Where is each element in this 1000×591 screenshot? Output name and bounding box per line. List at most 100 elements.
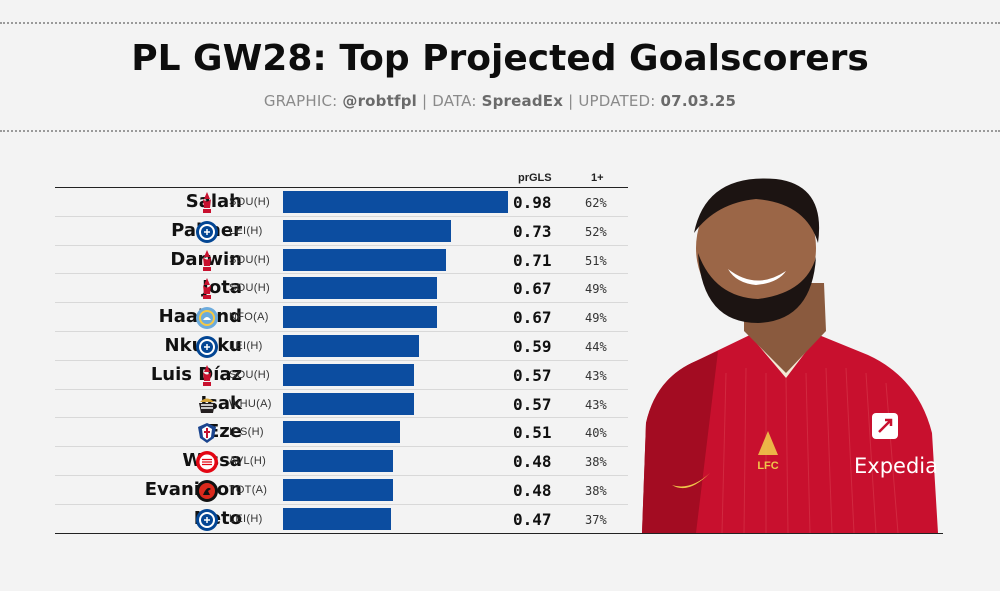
fixture-label: WHU(A) xyxy=(229,397,272,410)
palace-crest-icon xyxy=(195,421,219,445)
projected-goals-value: 0.51 xyxy=(513,423,552,443)
anytime-scorer-percent: 43% xyxy=(585,368,607,383)
projected-goals-value: 0.71 xyxy=(513,250,552,270)
table-row: Eze IPS(H) 0.51 40% xyxy=(55,418,628,448)
sponsor-logo: Expedia xyxy=(854,413,938,478)
hair xyxy=(694,178,820,243)
table-row: Evanilson TOT(A) 0.48 38% xyxy=(55,476,628,505)
liverpool-crest-icon xyxy=(195,277,219,301)
projection-bar xyxy=(283,450,394,473)
player-name: Jota xyxy=(202,277,242,299)
anytime-scorer-percent: 44% xyxy=(585,340,607,354)
chelsea-crest-icon xyxy=(195,335,219,359)
column-header-prgls: prGLS xyxy=(518,172,552,184)
projected-goals-value: 0.57 xyxy=(513,365,552,385)
projected-goals-value: 0.59 xyxy=(513,337,552,356)
brentford-crest-icon xyxy=(195,450,219,474)
top-dotted-divider xyxy=(0,22,1000,24)
table-row: Luis Díaz SOU(H) 0.57 43% xyxy=(55,361,628,390)
projection-bar xyxy=(283,479,394,501)
projected-goals-value: 0.47 xyxy=(513,509,552,529)
fixture-label: NFO(A) xyxy=(229,311,269,324)
fixture-label: IPS(H) xyxy=(229,426,264,439)
projected-goals-value: 0.67 xyxy=(513,308,552,328)
bottom-dotted-divider xyxy=(0,130,1000,132)
separator: | xyxy=(421,92,428,110)
chelsea-crest-icon xyxy=(195,220,219,244)
projected-goals-value: 0.98 xyxy=(513,193,552,212)
fixture-label: SOU(H) xyxy=(229,282,270,295)
chart-title: PL GW28: Top Projected Goalscorers xyxy=(131,38,869,79)
table-row: Salah SOU(H) 0.98 62% xyxy=(55,188,628,217)
projection-bar xyxy=(283,507,392,530)
projection-bar xyxy=(283,219,451,242)
liverpool-crest-icon xyxy=(195,249,219,273)
city-crest-icon xyxy=(195,306,219,330)
anytime-scorer-percent: 49% xyxy=(585,282,607,297)
projection-bar xyxy=(283,335,419,357)
fixture-label: LEI(H) xyxy=(229,512,263,525)
projection-bar xyxy=(283,191,509,213)
sponsor-text: Expedia xyxy=(854,454,938,478)
anytime-scorer-percent: 37% xyxy=(585,512,607,527)
projected-goals-value: 0.48 xyxy=(513,481,552,500)
player-name: Salah xyxy=(185,191,242,212)
graphic-credit: @robtfpl xyxy=(342,92,417,110)
shirt xyxy=(642,333,938,533)
crest-text: LFC xyxy=(757,460,778,472)
anytime-scorer-percent: 40% xyxy=(585,426,607,441)
liverpool-crest-icon xyxy=(195,191,219,215)
fixture-label: LEI(H) xyxy=(229,340,263,352)
anytime-scorer-percent: 43% xyxy=(585,397,607,412)
anytime-scorer-percent: 38% xyxy=(585,455,607,470)
table-row: Jota SOU(H) 0.67 49% xyxy=(55,274,628,304)
beard xyxy=(698,253,816,323)
separator: | xyxy=(568,92,574,110)
projected-goals-value: 0.73 xyxy=(513,221,552,241)
table-bottom-rule xyxy=(55,533,943,534)
player-name: Evanilson xyxy=(144,479,242,500)
lfc-crest: LFC xyxy=(757,431,779,472)
shirt-shadow xyxy=(642,351,718,533)
projected-goals-value: 0.48 xyxy=(513,452,552,472)
player-name: Luis Díaz xyxy=(150,363,242,385)
fixture-label: SOU(H) xyxy=(229,253,270,266)
player-photo: LFC Expedia xyxy=(642,178,938,533)
smile xyxy=(728,269,786,285)
updated-date: 07.03.25 xyxy=(660,92,737,110)
projection-bar xyxy=(283,363,415,386)
table-top-rule xyxy=(55,187,628,188)
graphic-label: GRAPHIC: xyxy=(263,92,338,110)
chart-subtitle: GRAPHIC: @robtfpl | DATA: SpreadEx | UPD… xyxy=(0,92,1000,110)
fixture-label: SOU(H) xyxy=(229,368,270,381)
bournemouth-crest-icon xyxy=(195,479,219,503)
projection-bar xyxy=(283,306,438,329)
projected-goals-value: 0.57 xyxy=(513,394,552,414)
projection-bar xyxy=(283,392,415,415)
liverpool-crest-icon xyxy=(195,364,219,388)
head xyxy=(696,180,816,316)
fixture-label: TOT(A) xyxy=(229,484,268,496)
column-header-one-plus: 1+ xyxy=(591,172,604,184)
projection-bar xyxy=(283,277,438,300)
table-row: Isak WHU(A) 0.57 43% xyxy=(55,390,628,419)
newcastle-crest-icon xyxy=(195,393,219,417)
updated-label: UPDATED: xyxy=(578,92,656,110)
anytime-scorer-percent: 49% xyxy=(585,311,607,326)
fixture-label: SOU(H) xyxy=(229,196,270,208)
fixture-label: LEI(H) xyxy=(229,224,263,237)
brand-swoosh xyxy=(672,473,710,489)
projection-bar xyxy=(283,248,447,271)
chelsea-crest-icon xyxy=(195,508,219,532)
anytime-scorer-percent: 38% xyxy=(585,484,607,498)
anytime-scorer-percent: 52% xyxy=(585,224,607,239)
projection-bar xyxy=(283,421,401,444)
player-name: Eze xyxy=(207,421,242,443)
fixture-label: AVL(H) xyxy=(229,455,267,468)
